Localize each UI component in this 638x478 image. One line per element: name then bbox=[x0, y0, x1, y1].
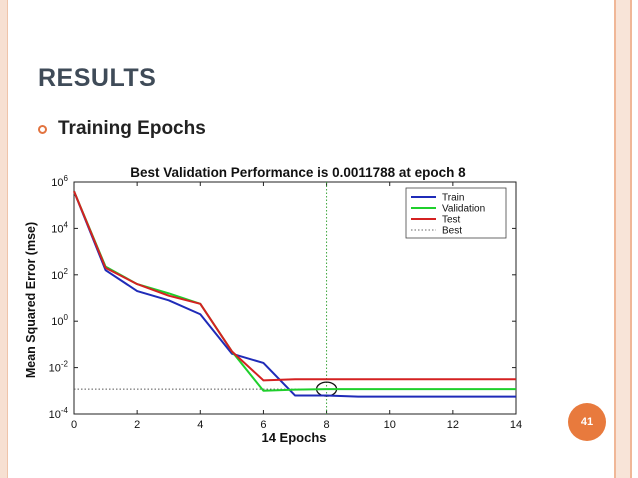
legend-label-validation: Validation bbox=[442, 204, 485, 215]
right-frame-border bbox=[614, 0, 632, 478]
y-tick-label: 106 bbox=[51, 174, 68, 189]
series-line-train bbox=[73, 190, 516, 398]
series-line-test bbox=[73, 190, 516, 382]
x-tick-label: 14 bbox=[510, 419, 522, 431]
x-tick-label: 6 bbox=[260, 419, 266, 431]
bullet-text: Training Epochs bbox=[58, 118, 206, 139]
performance-chart: Best Validation Performance is 0.0011788… bbox=[24, 165, 522, 445]
x-tick-label: 12 bbox=[447, 419, 459, 431]
legend-label-best: Best bbox=[442, 226, 462, 237]
y-tick-label: 104 bbox=[51, 220, 68, 235]
x-tick-label: 4 bbox=[197, 419, 203, 431]
left-frame-border bbox=[0, 0, 8, 478]
page-number-badge: 41 bbox=[568, 403, 606, 441]
y-tick-label: 10-4 bbox=[49, 406, 69, 421]
y-tick-label: 10-2 bbox=[49, 360, 69, 375]
chart-title: Best Validation Performance is 0.0011788… bbox=[130, 165, 466, 180]
legend-label-train: Train bbox=[442, 193, 464, 204]
x-axis-label: 14 Epochs bbox=[261, 430, 326, 445]
x-tick-label: 0 bbox=[71, 419, 77, 431]
x-tick-label: 8 bbox=[324, 419, 330, 431]
y-axis-label: Mean Squared Error (mse) bbox=[24, 222, 38, 378]
bullet-item: Training Epochs bbox=[38, 118, 206, 140]
slide-title: RESULTS bbox=[38, 64, 157, 92]
x-tick-label: 10 bbox=[384, 419, 396, 431]
y-tick-label: 100 bbox=[51, 313, 68, 328]
x-tick-label: 2 bbox=[134, 419, 140, 431]
bullet-circle-icon bbox=[38, 124, 47, 134]
legend-label-test: Test bbox=[442, 215, 461, 226]
y-tick-label: 102 bbox=[51, 267, 68, 282]
